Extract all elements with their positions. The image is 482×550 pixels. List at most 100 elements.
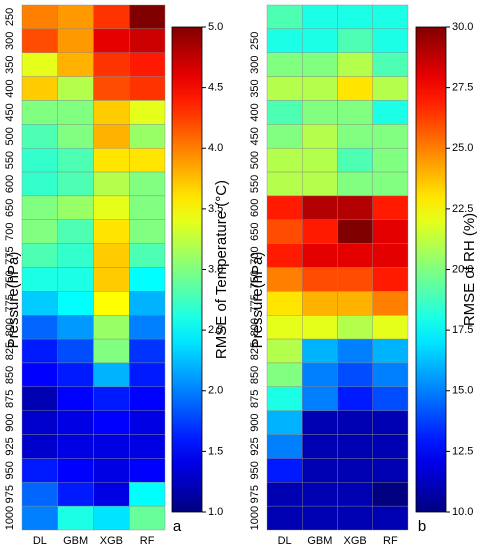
heat-cell <box>337 362 373 388</box>
heat-cell <box>57 386 94 411</box>
heat-cell <box>302 458 338 483</box>
colorbar-tick-label: 1.5 <box>208 445 223 457</box>
heat-cell <box>302 124 338 149</box>
heat-cell <box>302 4 338 30</box>
y-tick-label: 450 <box>4 103 16 121</box>
heat-cell <box>337 76 373 101</box>
y-tick-label: 825 <box>249 342 261 360</box>
heat-cell <box>57 100 94 125</box>
heat-cell <box>266 315 303 340</box>
heat-cell <box>21 505 58 531</box>
y-axis-label: Pressure(hPa) <box>5 252 22 349</box>
colorbar-tick-label: 12.5 <box>452 445 473 457</box>
heat-cell <box>57 195 94 220</box>
heat-cell <box>21 291 58 316</box>
heat-cell <box>372 315 409 340</box>
y-tick-label: 700 <box>249 246 261 264</box>
y-tick-label: 900 <box>4 413 16 431</box>
y-tick-label: 300 <box>4 32 16 50</box>
y-tick-label: 850 <box>4 366 16 384</box>
heat-cell <box>21 147 58 173</box>
heat-cell <box>266 4 303 30</box>
colorbar-tick-label: 30.0 <box>452 21 473 33</box>
y-tick-label: 750 <box>4 270 16 288</box>
heat-cell <box>57 362 94 388</box>
heat-cell <box>93 76 130 101</box>
x-tick-label: RF <box>383 535 398 547</box>
heat-cell <box>372 434 409 459</box>
heat-cell <box>372 76 409 101</box>
heat-cell <box>129 76 166 101</box>
heat-cell <box>93 386 130 411</box>
heat-cell <box>372 386 409 411</box>
heat-cell <box>266 291 303 316</box>
heat-cell <box>129 362 166 388</box>
x-tick-label: DL <box>33 535 47 547</box>
heat-cell <box>372 219 409 244</box>
heat-cell <box>302 482 338 507</box>
heat-cell <box>129 410 166 435</box>
y-tick-label: 400 <box>4 79 16 97</box>
y-tick-label: 775 <box>249 294 261 312</box>
heat-cell <box>337 505 373 531</box>
y-tick-label: 775 <box>4 294 16 312</box>
y-tick-label: 800 <box>249 318 261 336</box>
heat-cell <box>266 482 303 507</box>
y-tick-label: 550 <box>4 151 16 169</box>
heat-cell <box>337 124 373 149</box>
heat-cell <box>372 410 409 435</box>
heat-cell <box>21 100 58 125</box>
colorbar-tick-label: 5.0 <box>208 21 223 33</box>
heat-cell <box>21 124 58 149</box>
heat-cell <box>337 267 373 292</box>
colorbar-tick-label: 10.0 <box>452 506 473 518</box>
heat-cell <box>21 386 58 411</box>
colorbar-tick-label: 25.0 <box>452 142 473 154</box>
y-tick-label: 1000 <box>249 506 261 530</box>
y-tick-label: 825 <box>4 342 16 360</box>
heat-cell <box>302 52 338 77</box>
heat-cell <box>93 52 130 77</box>
heat-cell <box>21 315 58 340</box>
heat-cell <box>129 195 166 220</box>
colorbar-label: RMSE of Temperature (°C) <box>213 180 230 359</box>
y-tick-label: 975 <box>249 485 261 503</box>
heat-cell <box>21 219 58 244</box>
heat-cell <box>57 482 94 507</box>
heat-cell <box>57 28 94 53</box>
heat-cell <box>266 267 303 292</box>
heat-cell <box>302 28 338 53</box>
heat-cell <box>266 195 303 220</box>
heat-cell <box>266 219 303 244</box>
heat-cell <box>21 434 58 459</box>
heat-cell <box>372 28 409 53</box>
heat-cell <box>337 482 373 507</box>
heat-cell <box>57 291 94 316</box>
heat-cell <box>129 505 166 531</box>
heat-cell <box>302 291 338 316</box>
heat-cell <box>302 338 338 364</box>
heat-cell <box>129 52 166 77</box>
heat-cell <box>57 76 94 101</box>
heat-cell <box>21 243 58 268</box>
heat-cell <box>372 124 409 149</box>
heat-cell <box>129 243 166 268</box>
heat-cell <box>337 338 373 364</box>
heat-cell <box>266 434 303 459</box>
x-tick-label: RF <box>140 535 155 547</box>
panel-label: a <box>173 518 182 535</box>
heat-cell <box>266 100 303 125</box>
y-tick-label: 700 <box>4 223 16 241</box>
heat-cell <box>57 243 94 268</box>
colorbar-tick-label: 27.5 <box>452 82 473 94</box>
heat-cell <box>21 458 58 483</box>
colorbar-tick-label: 15.0 <box>452 385 473 397</box>
heat-cell <box>372 243 409 268</box>
y-tick-label: 400 <box>249 103 261 121</box>
x-tick-label: GBM <box>307 535 332 547</box>
heat-cell <box>266 52 303 77</box>
heat-cell <box>93 505 130 531</box>
heat-cell <box>21 482 58 507</box>
heat-cell <box>302 243 338 268</box>
